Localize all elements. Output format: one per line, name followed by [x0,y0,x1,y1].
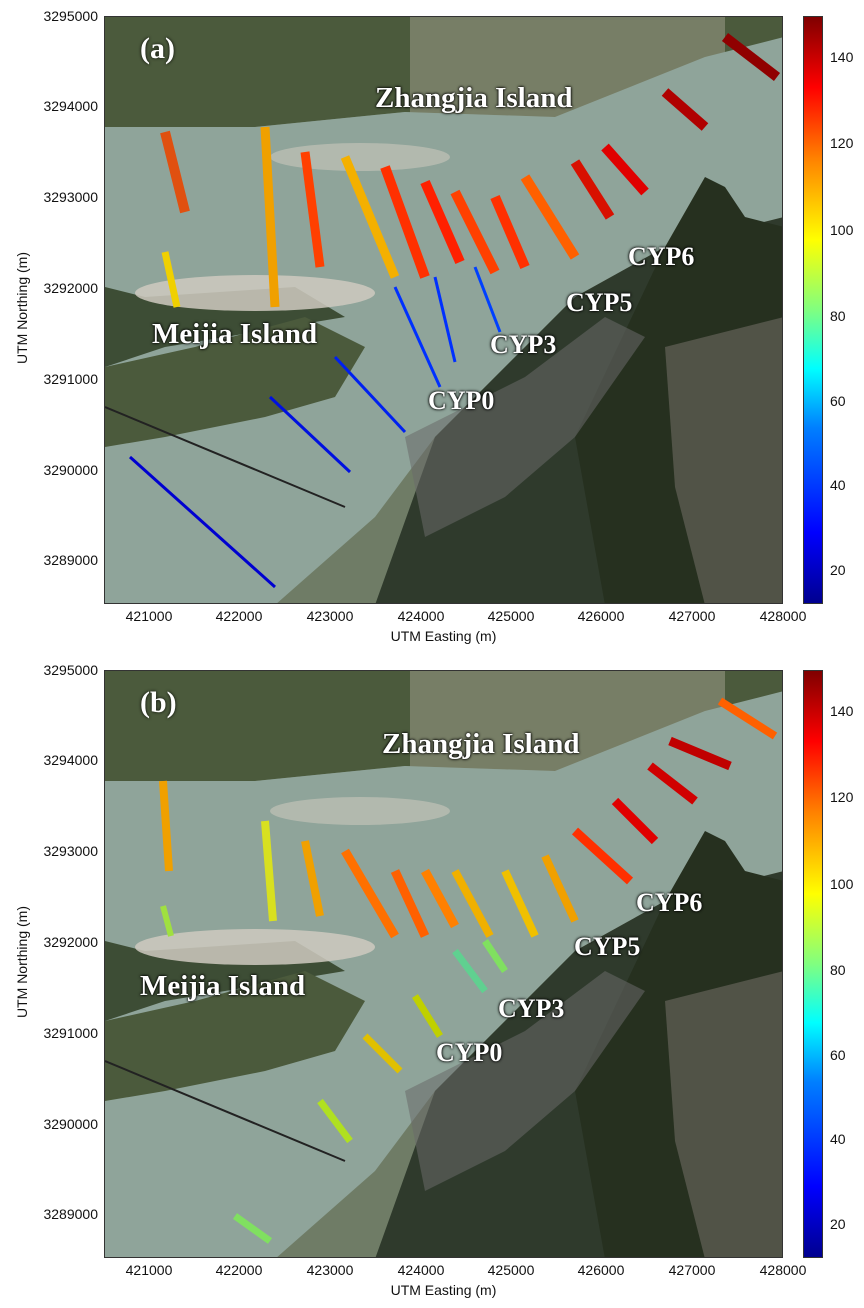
colorbar-tick: 100 [830,222,854,238]
station-cyp0-label: CYP0 [436,1038,503,1067]
x-axis-label: UTM Easting (m) [390,1282,497,1298]
station-cyp6-label: CYP6 [628,242,695,271]
panel-letter-b: (b) [140,686,177,719]
x-tick: 423000 [306,1262,354,1278]
colorbar-tick: 120 [830,135,854,151]
y-tick: 3294000 [43,98,98,114]
y-tick: 3294000 [43,752,98,768]
station-cyp0-label: CYP0 [428,386,495,415]
panel-letter-a: (a) [140,32,175,65]
x-tick: 424000 [397,1262,445,1278]
satellite-map-a [104,16,783,604]
station-cyp6-label: CYP6 [636,888,703,917]
colorbar-tick: 20 [830,562,846,578]
y-tick: 3289000 [43,1206,98,1222]
x-tick: 426000 [577,608,625,624]
colorbar [803,16,823,604]
colorbar-tick: 120 [830,789,854,805]
y-axis-label: UTM Northing (m) [14,906,30,1019]
y-tick: 3293000 [43,843,98,859]
colorbar-tick: 140 [830,49,854,65]
y-tick: 3295000 [43,662,98,678]
station-cyp5-label: CYP5 [574,932,641,961]
colorbar-tick: 60 [830,1047,846,1063]
panel-b: (b) Zhangjia Island Meijia Island CYP0 C… [0,654,864,1308]
colorbar-tick: 60 [830,393,846,409]
y-tick: 3290000 [43,462,98,478]
x-tick: 428000 [759,1262,807,1278]
y-axis-label: UTM Northing (m) [14,252,30,365]
x-axis-label: UTM Easting (m) [390,628,497,644]
meijia-island-label: Meijia Island [152,318,318,350]
panel-a: (a) Zhangjia Island Meijia Island CYP0 C… [14,8,854,644]
zhangjia-island-label: Zhangjia Island [375,82,573,114]
colorbar-tick: 140 [830,703,854,719]
y-tick: 3292000 [43,934,98,950]
station-cyp3-label: CYP3 [498,994,565,1023]
x-tick: 427000 [668,1262,716,1278]
colorbar-tick: 100 [830,876,854,892]
x-tick: 428000 [759,608,807,624]
colorbar-tick: 80 [830,962,846,978]
x-tick: 422000 [215,608,263,624]
y-tick: 3292000 [43,280,98,296]
colorbar-tick: 80 [830,308,846,324]
satellite-map-b [104,670,783,1258]
y-tick: 3289000 [43,552,98,568]
x-tick: 424000 [397,608,445,624]
meijia-island-label: Meijia Island [140,970,306,1002]
colorbar-tick: 40 [830,1131,846,1147]
station-cyp3-label: CYP3 [490,330,557,359]
y-tick: 3291000 [43,371,98,387]
zhangjia-island-label: Zhangjia Island [382,728,580,760]
x-tick: 427000 [668,608,716,624]
y-tick: 3293000 [43,189,98,205]
x-tick: 421000 [125,1262,173,1278]
x-tick: 426000 [577,1262,625,1278]
colorbar [803,670,823,1258]
x-tick: 421000 [125,608,173,624]
y-tick: 3295000 [43,8,98,24]
colorbar-tick: 40 [830,477,846,493]
station-cyp5-label: CYP5 [566,288,633,317]
x-tick: 422000 [215,1262,263,1278]
colorbar-tick: 20 [830,1216,846,1232]
x-tick: 425000 [487,608,535,624]
x-tick: 425000 [487,1262,535,1278]
y-tick: 3291000 [43,1025,98,1041]
x-tick: 423000 [306,608,354,624]
y-tick: 3290000 [43,1116,98,1132]
